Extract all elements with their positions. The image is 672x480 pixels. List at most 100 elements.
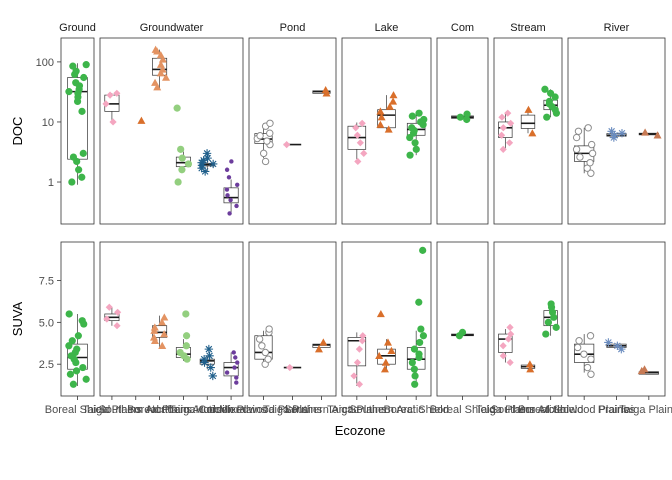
data-point bbox=[66, 370, 75, 378]
data-point bbox=[411, 380, 419, 388]
data-point bbox=[524, 105, 533, 113]
data-point bbox=[79, 363, 87, 372]
data-point bbox=[232, 365, 237, 370]
data-point bbox=[234, 380, 239, 385]
panel-com-doc bbox=[451, 110, 474, 124]
data-point bbox=[609, 133, 619, 142]
data-point bbox=[376, 309, 385, 318]
data-point bbox=[74, 332, 82, 340]
data-point bbox=[574, 127, 583, 135]
data-point bbox=[415, 298, 423, 306]
data-point bbox=[408, 358, 416, 367]
data-point bbox=[102, 100, 110, 108]
panel-border-river-doc bbox=[567, 37, 666, 225]
strip-labels-layer: Ground Groundwater Pond Lake Com Stream River bbox=[59, 22, 630, 34]
panel-com-suva bbox=[451, 328, 474, 340]
box-stream-doc-boreal-shield bbox=[541, 85, 561, 121]
box-ground-suva-boreal-shield bbox=[65, 310, 90, 388]
panel-ground-suva bbox=[65, 310, 90, 388]
data-point bbox=[545, 97, 553, 105]
data-point bbox=[358, 337, 366, 345]
x-tick-label: Mixedwood Plains bbox=[540, 404, 629, 416]
data-point bbox=[389, 97, 398, 105]
panel-border-stream-doc bbox=[493, 37, 563, 225]
data-point bbox=[160, 330, 169, 338]
x-tick-label: Southern Arctic bbox=[284, 404, 359, 416]
data-point bbox=[227, 211, 232, 216]
panel-groundwater-suva bbox=[103, 303, 240, 390]
box-lake-suva-boreal-shield bbox=[406, 246, 428, 388]
data-point bbox=[573, 343, 582, 352]
data-point bbox=[640, 365, 649, 373]
box-lake-doc-boreal-shield bbox=[406, 109, 428, 159]
data-point bbox=[161, 73, 170, 81]
panels-layer bbox=[60, 37, 666, 397]
data-point bbox=[359, 332, 367, 340]
data-point bbox=[583, 363, 592, 372]
data-point bbox=[381, 358, 390, 366]
box-river-doc-taiga-shield bbox=[638, 128, 662, 139]
x-tick-label: Prairies bbox=[598, 404, 636, 416]
data-point bbox=[576, 153, 584, 161]
data-point bbox=[588, 149, 597, 158]
box-lake-doc-taiga-plains bbox=[347, 119, 368, 166]
box-groundwater-suva-hudson-plains bbox=[223, 350, 240, 390]
box-stream-suva-southern-arctic bbox=[520, 360, 536, 373]
data-point bbox=[80, 73, 88, 82]
panel-border-lake-doc bbox=[341, 37, 432, 225]
data-point bbox=[256, 132, 264, 140]
data-point bbox=[411, 139, 419, 147]
data-point bbox=[352, 124, 360, 132]
data-point bbox=[572, 145, 581, 154]
data-point bbox=[584, 124, 592, 132]
data-point bbox=[587, 355, 595, 363]
box-com-suva-boreal-shield bbox=[451, 328, 474, 340]
data-point bbox=[542, 330, 550, 338]
data-point bbox=[69, 153, 78, 161]
data-point bbox=[184, 160, 193, 168]
data-point bbox=[72, 367, 81, 375]
data-point bbox=[505, 139, 514, 147]
box-river-suva-mixedwood-plains bbox=[573, 332, 595, 378]
data-point bbox=[106, 91, 114, 99]
data-point bbox=[528, 129, 537, 137]
data-point bbox=[572, 133, 581, 142]
box-pond-doc-southern-arctic bbox=[312, 86, 331, 97]
data-point bbox=[411, 372, 419, 380]
data-point bbox=[225, 193, 230, 198]
box-river-suva-taiga-shield bbox=[637, 365, 659, 375]
data-point bbox=[224, 187, 230, 192]
data-point bbox=[208, 371, 217, 381]
data-point bbox=[526, 365, 535, 373]
data-point bbox=[456, 113, 464, 121]
data-point bbox=[264, 355, 272, 363]
data-point bbox=[653, 131, 662, 139]
data-point bbox=[153, 83, 162, 91]
data-point bbox=[353, 131, 362, 139]
data-point bbox=[499, 124, 507, 132]
panel-border-groundwater-doc bbox=[99, 37, 244, 225]
data-point bbox=[543, 113, 551, 121]
panel-stream-suva bbox=[498, 300, 560, 373]
data-point bbox=[525, 360, 534, 368]
box-pond-suva-southern-arctic bbox=[312, 338, 331, 353]
data-point bbox=[224, 167, 230, 172]
box-groundwater-doc-taiga-plains bbox=[102, 89, 121, 126]
data-point bbox=[380, 365, 389, 373]
data-point bbox=[408, 112, 416, 120]
data-point bbox=[69, 62, 77, 70]
panel-stream-doc bbox=[497, 85, 561, 153]
data-point bbox=[151, 78, 160, 86]
data-point bbox=[73, 345, 81, 353]
data-point bbox=[499, 145, 507, 153]
x-tick-label: Taiga Plains bbox=[327, 404, 387, 416]
data-point bbox=[205, 351, 214, 361]
data-point bbox=[156, 51, 165, 59]
panel-border-lake-suva bbox=[341, 241, 432, 397]
data-point bbox=[587, 370, 595, 378]
box-river-doc-mixedwood-plains bbox=[572, 124, 597, 177]
box-pond-doc-taiga-plains bbox=[283, 140, 302, 149]
data-point bbox=[82, 375, 90, 383]
data-point bbox=[113, 322, 121, 330]
data-point bbox=[208, 159, 218, 169]
